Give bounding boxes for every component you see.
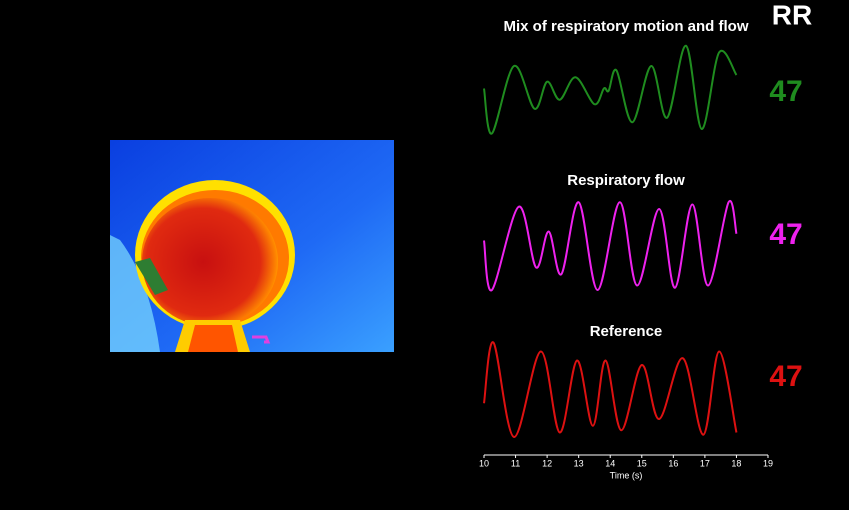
rate-heading: RR [772,0,812,30]
panel-title: Mix of respiratory motion and flow [503,18,748,35]
rate-value: 47 [769,360,802,393]
waveform [483,44,738,135]
thermal-image [110,140,394,352]
x-tick-label: 15 [637,458,647,468]
x-tick-label: 19 [763,458,773,468]
x-axis-label: Time (s) [610,470,643,480]
panel-title: Respiratory flow [567,172,685,189]
x-tick-label: 10 [479,458,489,468]
x-tick-label: 14 [605,458,615,468]
x-tick-label: 12 [542,458,552,468]
rate-value: 47 [769,218,802,251]
x-tick-label: 11 [511,458,520,468]
x-tick-label: 18 [731,458,741,468]
x-tick-label: 16 [668,458,678,468]
panel-title: Reference [590,323,663,340]
waveform [483,341,738,439]
waveform [483,199,738,292]
rate-value: 47 [769,75,802,108]
x-tick-label: 13 [574,458,584,468]
x-tick-label: 17 [700,458,710,468]
